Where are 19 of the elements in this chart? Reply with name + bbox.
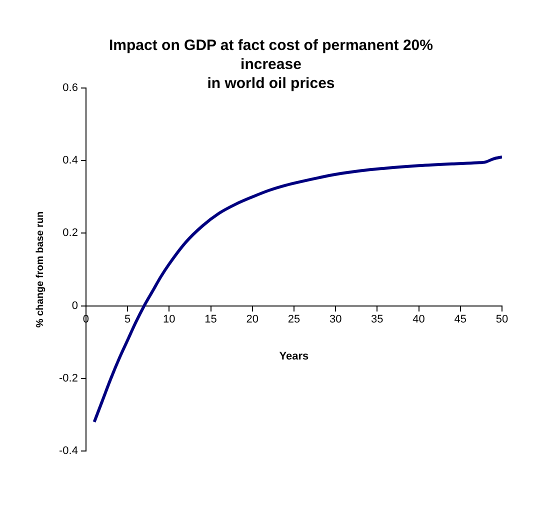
x-tick-label: 20 <box>246 313 258 326</box>
x-tick-label: 5 <box>124 313 131 326</box>
y-tick-label: 0.2 <box>62 227 78 240</box>
x-tick-label: 15 <box>204 313 217 326</box>
x-tick-label: 25 <box>288 313 300 326</box>
y-tick-label: -0.2 <box>58 372 78 384</box>
y-tick-label: 0.6 <box>62 82 78 94</box>
y-tick-label: -0.4 <box>58 445 78 458</box>
y-axis-title: % change from base run <box>34 211 46 328</box>
x-tick-label: 30 <box>329 313 342 326</box>
x-tick-label: 40 <box>412 313 425 326</box>
x-tick-label: 50 <box>496 313 508 326</box>
x-tick-label: 10 <box>163 313 176 326</box>
chart-title: Impact on GDP at fact cost of permanent 20% increase in world oil prices <box>109 37 433 92</box>
x-axis-title: Years <box>279 350 309 363</box>
y-tick-label: 0 <box>72 300 78 312</box>
x-tick-label: 35 <box>371 313 384 326</box>
x-tick-label: 45 <box>454 313 467 326</box>
y-tick-label: 0.4 <box>62 154 78 167</box>
